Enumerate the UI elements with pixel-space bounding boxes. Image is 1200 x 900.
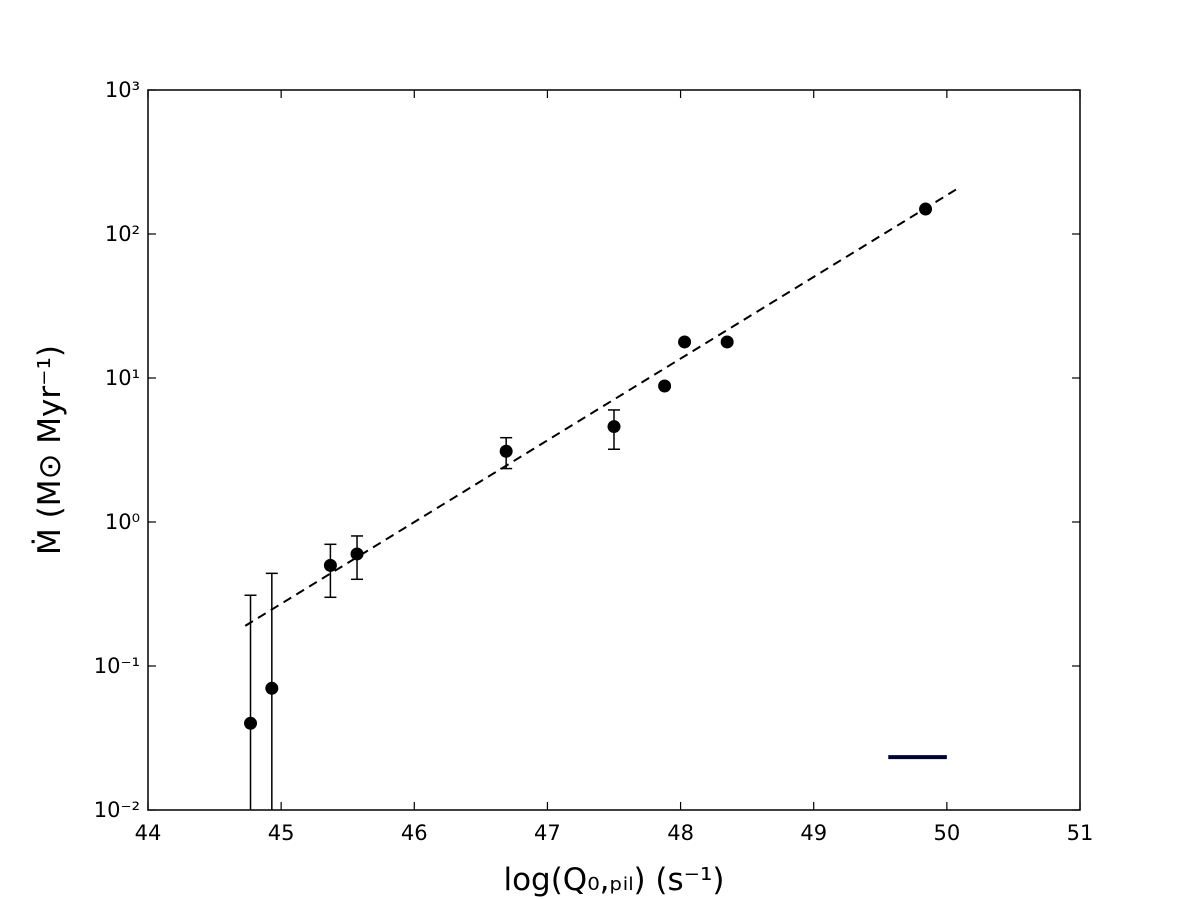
point bbox=[244, 716, 258, 730]
point bbox=[265, 681, 279, 695]
y-tick-label: 10⁻² bbox=[94, 798, 140, 822]
point bbox=[658, 379, 672, 393]
point bbox=[323, 558, 337, 572]
x-tick-label: 50 bbox=[933, 821, 960, 845]
fit-line bbox=[244, 186, 961, 627]
x-tick-label: 48 bbox=[667, 821, 694, 845]
plot-frame bbox=[147, 89, 1081, 811]
y-tick-label: 10⁻¹ bbox=[94, 654, 140, 678]
point bbox=[350, 547, 364, 561]
y-tick-label: 10⁰ bbox=[105, 510, 140, 534]
x-tick-label: 45 bbox=[268, 821, 295, 845]
x-tick-label: 46 bbox=[401, 821, 428, 845]
x-axis-label: log(Q₀,ₚᵢₗ) (s⁻¹) bbox=[503, 862, 724, 898]
y-tick-label: 10² bbox=[105, 222, 140, 246]
x-tick-label: 47 bbox=[534, 821, 561, 845]
x-tick-label: 51 bbox=[1067, 821, 1094, 845]
y-tick-label: 10¹ bbox=[105, 366, 140, 390]
y-axis-label: Ṁ (M⊙ Myr⁻¹) bbox=[32, 345, 68, 555]
x-tick-label: 49 bbox=[800, 821, 827, 845]
x-tick-label: 44 bbox=[135, 821, 162, 845]
point bbox=[499, 444, 513, 458]
point bbox=[678, 335, 692, 349]
point bbox=[607, 420, 621, 434]
point bbox=[720, 335, 734, 349]
y-tick-label: 10³ bbox=[105, 78, 140, 102]
